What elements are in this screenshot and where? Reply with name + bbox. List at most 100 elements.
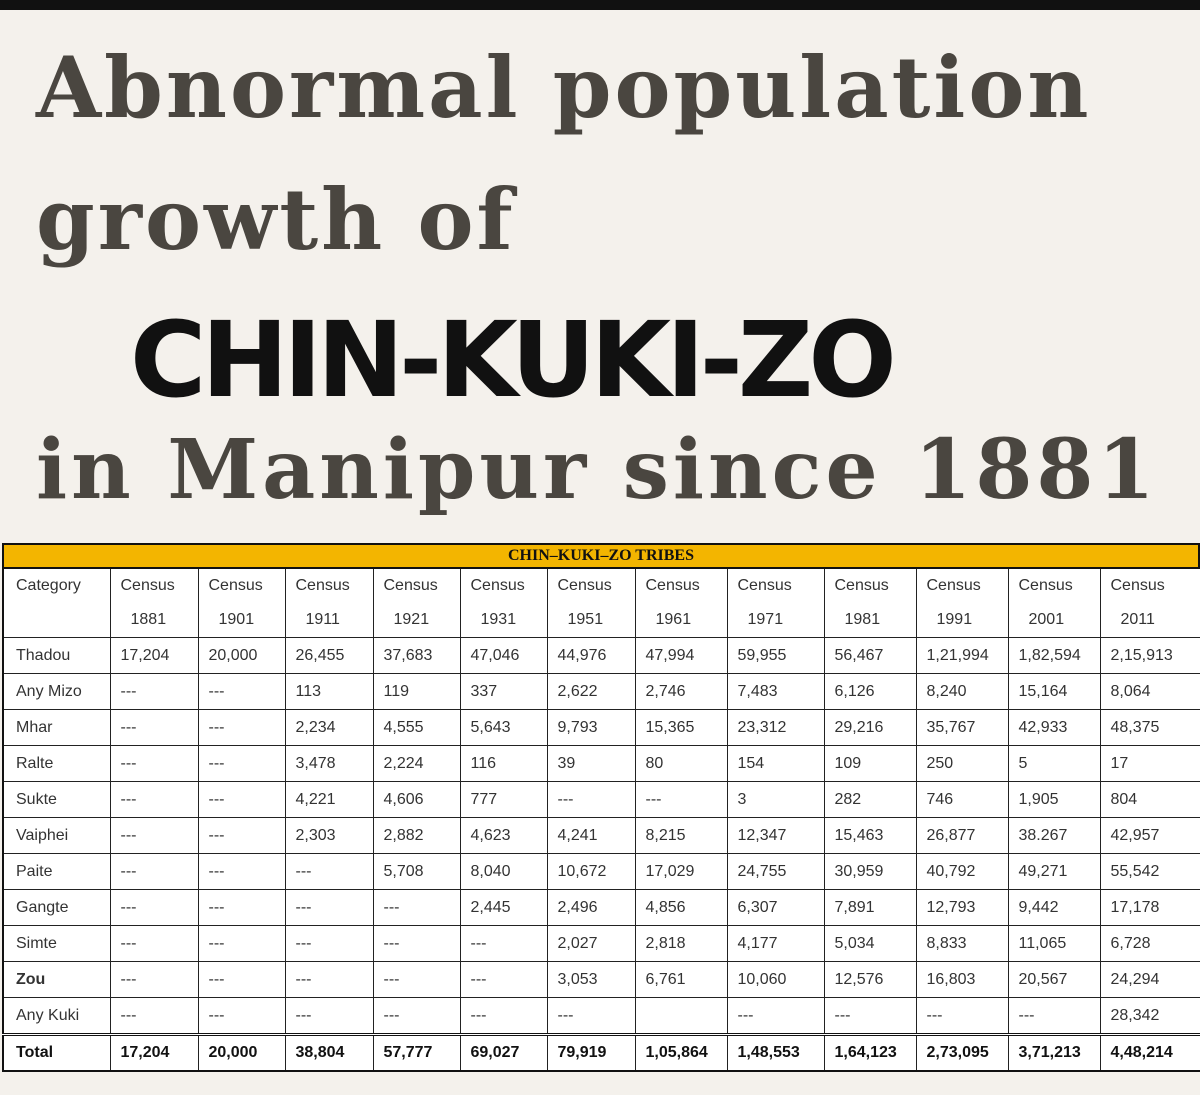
table-row: Thadou 17,204 20,000 26,455 37,683 47,046 44,9… bbox=[2, 637, 1200, 674]
value-cell: 12,793 bbox=[915, 889, 1009, 926]
category-cell: Sukte bbox=[2, 781, 111, 818]
value-cell: 2,224 bbox=[372, 745, 461, 782]
headline-line-1: Abnormal population bbox=[36, 38, 1092, 137]
headline-chin-kuki-zo: CHIN-KUKI-ZO bbox=[130, 299, 897, 421]
category-cell: Mhar bbox=[2, 709, 111, 746]
total-value-cell: 1,64,123 bbox=[823, 1033, 917, 1072]
table-row: Vaiphei --- --- 2,303 2,882 4,623 4,241 8,215 12… bbox=[2, 817, 1200, 854]
value-cell: 7,891 bbox=[823, 889, 917, 926]
category-cell: Gangte bbox=[2, 889, 111, 926]
value-cell: 5,034 bbox=[823, 925, 917, 962]
table-row: Zou --- --- --- --- --- 3,053 6,761 10,060 12,576… bbox=[2, 961, 1200, 998]
header-cell-top: Census bbox=[1018, 577, 1073, 594]
category-cell: Thadou bbox=[2, 637, 111, 674]
value-cell: 7,483 bbox=[726, 673, 825, 710]
value-cell: 8,833 bbox=[915, 925, 1009, 962]
total-value-cell: 38,804 bbox=[284, 1033, 374, 1072]
value-cell: 9,442 bbox=[1007, 889, 1101, 926]
header-cell-top: Category bbox=[16, 577, 81, 594]
category-cell: Any Kuki bbox=[2, 997, 111, 1035]
value-cell: 47,994 bbox=[634, 637, 728, 674]
header-cell-year: 1971 bbox=[747, 611, 784, 628]
value-cell: --- bbox=[197, 817, 286, 854]
value-cell: 26,877 bbox=[915, 817, 1009, 854]
value-cell: 6,761 bbox=[634, 961, 728, 998]
header-cell-year: 2001 bbox=[1028, 611, 1065, 628]
header-cell-year: 2011 bbox=[1120, 611, 1155, 628]
value-cell: --- bbox=[372, 961, 461, 998]
header-cell-year: 1931 bbox=[480, 611, 517, 628]
category-cell: Ralte bbox=[2, 745, 111, 782]
total-value-cell: 2,73,095 bbox=[915, 1033, 1009, 1072]
value-cell: 5 bbox=[1007, 745, 1101, 782]
value-cell: --- bbox=[372, 925, 461, 962]
value-cell: --- bbox=[197, 925, 286, 962]
value-cell: 16,803 bbox=[915, 961, 1009, 998]
header-cell-year: 1921 bbox=[393, 611, 430, 628]
value-cell: 337 bbox=[459, 673, 548, 710]
value-cell: 40,792 bbox=[915, 853, 1009, 890]
value-cell: --- bbox=[459, 925, 548, 962]
value-cell: --- bbox=[197, 853, 286, 890]
value-cell: 15,164 bbox=[1007, 673, 1101, 710]
value-cell: 4,177 bbox=[726, 925, 825, 962]
value-cell: 11,065 bbox=[1007, 925, 1101, 962]
value-cell: --- bbox=[109, 781, 199, 818]
value-cell: 4,623 bbox=[459, 817, 548, 854]
value-cell: --- bbox=[197, 997, 286, 1035]
header-cell-top: Census bbox=[295, 577, 350, 594]
value-cell: 28,342 bbox=[1099, 997, 1200, 1035]
table-header-row: Category Census 1881 Census 1901 Census 1911 Ce… bbox=[2, 567, 1200, 638]
value-cell: 2,496 bbox=[546, 889, 636, 926]
table-row: Any Kuki --- --- --- --- --- --- --- --- --- --- 28… bbox=[2, 997, 1200, 1035]
header-cell: Census 2001 bbox=[1007, 567, 1101, 638]
total-value-cell: 3,71,213 bbox=[1007, 1033, 1101, 1072]
value-cell: --- bbox=[197, 889, 286, 926]
value-cell: 12,576 bbox=[823, 961, 917, 998]
header-cell-top: Census bbox=[120, 577, 175, 594]
header-cell-year: 1981 bbox=[844, 611, 881, 628]
value-cell: --- bbox=[459, 997, 548, 1035]
value-cell: 8,064 bbox=[1099, 673, 1200, 710]
value-cell: 2,882 bbox=[372, 817, 461, 854]
value-cell: 39 bbox=[546, 745, 636, 782]
value-cell: 4,221 bbox=[284, 781, 374, 818]
value-cell: 23,312 bbox=[726, 709, 825, 746]
header-cell: Census 1961 bbox=[634, 567, 728, 638]
header-cell-year: 1961 bbox=[655, 611, 692, 628]
value-cell: --- bbox=[109, 673, 199, 710]
total-value-cell: 69,027 bbox=[459, 1033, 548, 1072]
value-cell: 4,241 bbox=[546, 817, 636, 854]
header-cell-top: Census bbox=[383, 577, 438, 594]
value-cell: 17,178 bbox=[1099, 889, 1200, 926]
value-cell: --- bbox=[823, 997, 917, 1035]
value-cell: 55,542 bbox=[1099, 853, 1200, 890]
value-cell: --- bbox=[109, 889, 199, 926]
value-cell: 8,240 bbox=[915, 673, 1009, 710]
value-cell: --- bbox=[459, 961, 548, 998]
table-row: Gangte --- --- --- --- 2,445 2,496 4,856 6,307 7,… bbox=[2, 889, 1200, 926]
value-cell: 24,755 bbox=[726, 853, 825, 890]
value-cell: 8,215 bbox=[634, 817, 728, 854]
value-cell: 4,606 bbox=[372, 781, 461, 818]
value-cell: --- bbox=[109, 817, 199, 854]
header-cell-top: Census bbox=[208, 577, 263, 594]
population-table: Category Census 1881 Census 1901 Census 1911 Ce… bbox=[2, 567, 1200, 1072]
header-cell: Census 1971 bbox=[726, 567, 825, 638]
value-cell: --- bbox=[197, 673, 286, 710]
category-cell: Zou bbox=[2, 961, 111, 998]
value-cell: 20,000 bbox=[197, 637, 286, 674]
value-cell: --- bbox=[109, 961, 199, 998]
value-cell: 44,976 bbox=[546, 637, 636, 674]
value-cell: 6,126 bbox=[823, 673, 917, 710]
value-cell: 119 bbox=[372, 673, 461, 710]
header-cell: Census 1991 bbox=[915, 567, 1009, 638]
header-cell-top: Census bbox=[557, 577, 612, 594]
value-cell: 17,204 bbox=[109, 637, 199, 674]
total-value-cell: 4,48,214 bbox=[1099, 1033, 1200, 1072]
table-row: Ralte --- --- 3,478 2,224 116 39 80 154 109 250 5 17 bbox=[2, 745, 1200, 782]
value-cell: 113 bbox=[284, 673, 374, 710]
value-cell: 3 bbox=[726, 781, 825, 818]
value-cell: 2,15,913 bbox=[1099, 637, 1200, 674]
total-label-cell: Total bbox=[2, 1033, 111, 1072]
